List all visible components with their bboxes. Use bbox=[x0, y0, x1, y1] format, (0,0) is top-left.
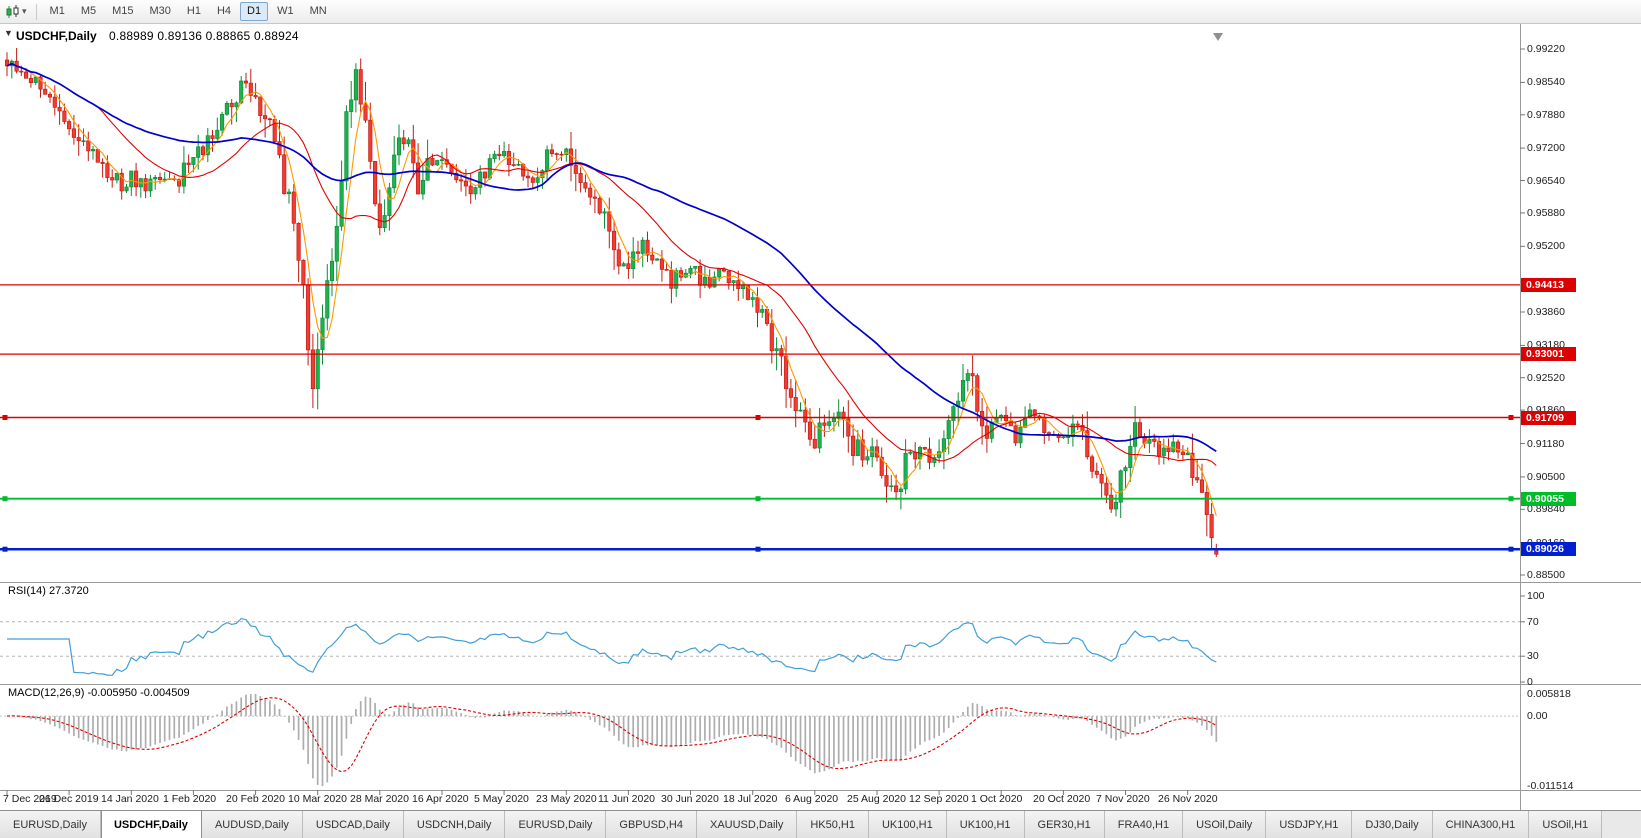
chart-type-dropdown-caret-icon[interactable]: ▾ bbox=[22, 6, 27, 16]
chart-tab-ger30-h1[interactable]: GER30,H1 bbox=[1024, 811, 1105, 838]
one-click-trading-icon[interactable]: ▼ bbox=[4, 28, 13, 38]
timeframe-button-mn[interactable]: MN bbox=[309, 5, 327, 17]
timeframe-buttons-group: M1 M5 M15 M30 H1 H4 D1 W1 MN bbox=[42, 2, 335, 21]
chart-tab-usdcad-daily[interactable]: USDCAD,Daily bbox=[302, 811, 404, 838]
chart-tab-dj30-daily[interactable]: DJ30,Daily bbox=[1352, 811, 1433, 838]
chart-tab-eurusd-daily[interactable]: EURUSD,Daily bbox=[505, 811, 607, 838]
ma-50-line bbox=[6, 62, 1217, 453]
chart-tab-hk50-h1[interactable]: HK50,H1 bbox=[797, 811, 869, 838]
timeframe-button-w1[interactable]: W1 bbox=[277, 5, 294, 17]
hline-handle[interactable] bbox=[755, 496, 761, 502]
ma-5-line bbox=[6, 62, 1217, 516]
hline-handle[interactable] bbox=[1508, 546, 1514, 552]
chart-tab-china300-h1[interactable]: CHINA300,H1 bbox=[1432, 811, 1530, 838]
hline-handle[interactable] bbox=[755, 546, 761, 552]
rsi-indicator-label: RSI(14) 27.3720 bbox=[8, 585, 89, 597]
toolbar-separator bbox=[35, 3, 37, 20]
chart-tabs-bar: EURUSD,Daily USDCHF,Daily AUDUSD,Daily USDC… bbox=[0, 810, 1641, 838]
candlestick-chart-glyph bbox=[6, 4, 19, 18]
chart-title: USDCHF,Daily 0.88989 0.89136 0.88865 0.8… bbox=[16, 29, 299, 43]
rsi-line bbox=[7, 617, 1217, 676]
macd-indicator-label: MACD(12,26,9) -0.005950 -0.004509 bbox=[8, 687, 190, 699]
chart-tab-usoil-h1[interactable]: USOil,H1 bbox=[1529, 811, 1603, 838]
ma-20-line bbox=[6, 62, 1217, 466]
hline-handle[interactable] bbox=[1508, 415, 1514, 420]
hline-handle[interactable] bbox=[2, 546, 8, 552]
hline-handle[interactable] bbox=[1508, 496, 1514, 502]
chart-tab-usdcnh-daily[interactable]: USDCNH,Daily bbox=[403, 811, 506, 838]
chart-tab-uk100-h1[interactable]: UK100,H1 bbox=[946, 811, 1025, 838]
chart-tab-usdchf-daily[interactable]: USDCHF,Daily bbox=[100, 811, 202, 838]
timeframe-button-m15[interactable]: M15 bbox=[112, 5, 134, 17]
macd-dateaxis-separator bbox=[0, 790, 1641, 791]
hline-handle[interactable] bbox=[2, 496, 8, 502]
chart-tab-xauusd-daily[interactable]: XAUUSD,Daily bbox=[696, 811, 798, 838]
timeframe-button-m30[interactable]: M30 bbox=[149, 5, 171, 17]
hline-handle[interactable] bbox=[2, 415, 8, 420]
timeframe-toolbar: ▾ M1 M5 M15 M30 H1 H4 D1 W1 MN bbox=[0, 0, 1641, 24]
chart-tab-usoil-daily[interactable]: USOil,Daily bbox=[1183, 811, 1267, 838]
chart-symbol-label: USDCHF,Daily bbox=[16, 29, 97, 43]
timeframe-button-h4[interactable]: H4 bbox=[216, 5, 232, 17]
chart-type-icon[interactable] bbox=[5, 4, 21, 19]
rsi-macd-separator[interactable] bbox=[0, 684, 1641, 685]
chart-tab-gbpusd-h4[interactable]: GBPUSD,H4 bbox=[606, 811, 697, 838]
chart-tab-uk100-h1[interactable]: UK100,H1 bbox=[868, 811, 947, 838]
timeframe-button-d1[interactable]: D1 bbox=[240, 2, 269, 21]
timeframe-button-m1[interactable]: M1 bbox=[49, 5, 65, 17]
hline-handle[interactable] bbox=[755, 415, 761, 420]
price-axis-separator bbox=[1520, 24, 1521, 810]
macd-signal-line bbox=[6, 697, 1217, 773]
chart-tab-usdjpy-h1[interactable]: USDJPY,H1 bbox=[1266, 811, 1353, 838]
timeframe-button-h1[interactable]: H1 bbox=[186, 5, 201, 17]
chart-tab-audusd-daily[interactable]: AUDUSD,Daily bbox=[201, 811, 303, 838]
timeframe-button-m5[interactable]: M5 bbox=[80, 5, 97, 17]
chart-ohlc-values: 0.88989 0.89136 0.88865 0.88924 bbox=[109, 29, 299, 43]
macd-histogram bbox=[10, 694, 1218, 786]
chart-tab-eurusd-daily[interactable]: EURUSD,Daily bbox=[0, 811, 101, 838]
chart-shift-marker-icon bbox=[1213, 33, 1223, 41]
chart-tab-fra40-h1[interactable]: FRA40,H1 bbox=[1104, 811, 1184, 838]
main-rsi-separator[interactable] bbox=[0, 582, 1641, 583]
candles-layer bbox=[4, 48, 1219, 558]
